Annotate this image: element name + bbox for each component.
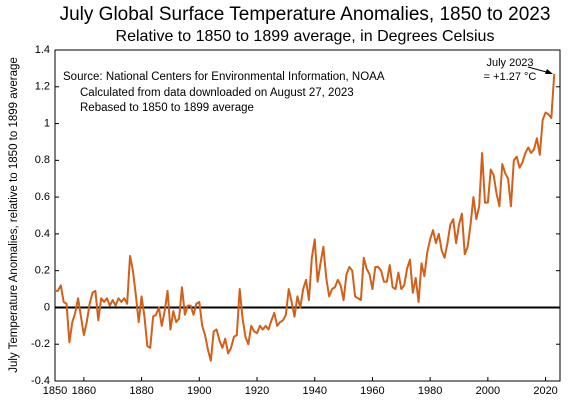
x-tick-label: 1940: [302, 385, 326, 397]
data-line: [55, 73, 556, 362]
chart-title: July Global Surface Temperature Anomalie…: [60, 4, 551, 25]
x-tick-label: 2020: [533, 385, 557, 397]
y-tick-label: 1.2: [35, 81, 50, 93]
y-tick-label: 0.6: [35, 191, 50, 203]
y-tick-label: -0.4: [31, 375, 50, 387]
y-tick-label: 0.4: [35, 228, 50, 240]
y-tick-label: -0.2: [31, 338, 50, 350]
y-tick-label: 0: [44, 301, 50, 313]
callout: = +1.27 °C: [484, 71, 537, 83]
y-tick-label: 0.2: [35, 265, 50, 277]
callout-arrowhead: [545, 69, 553, 74]
plot-frame: [54, 49, 561, 382]
x-tick-label: 1850: [43, 385, 67, 397]
x-tick-label: 1920: [245, 385, 269, 397]
annotation: Source: National Centers for Environment…: [63, 71, 385, 83]
y-axis-label: July Temperature Anomalies, relative to …: [8, 57, 20, 373]
x-tick-label: 1980: [418, 385, 442, 397]
annotation: Calculated from data downloaded on Augus…: [80, 87, 354, 99]
x-tick-label: 1860: [72, 385, 96, 397]
chart-subtitle: Relative to 1850 to 1899 average, in Deg…: [116, 28, 495, 45]
x-tick-label: 1880: [129, 385, 153, 397]
y-tick-label: 1: [44, 117, 50, 129]
x-tick-label: 1960: [360, 385, 384, 397]
y-tick-label: 0.8: [35, 154, 50, 166]
annotation: Rebased to 1850 to 1899 average: [80, 102, 254, 114]
x-tick-label: 2000: [476, 385, 500, 397]
callout: July 2023: [486, 57, 533, 69]
y-tick-label: 1.4: [35, 44, 50, 56]
x-tick-label: 1900: [187, 385, 211, 397]
